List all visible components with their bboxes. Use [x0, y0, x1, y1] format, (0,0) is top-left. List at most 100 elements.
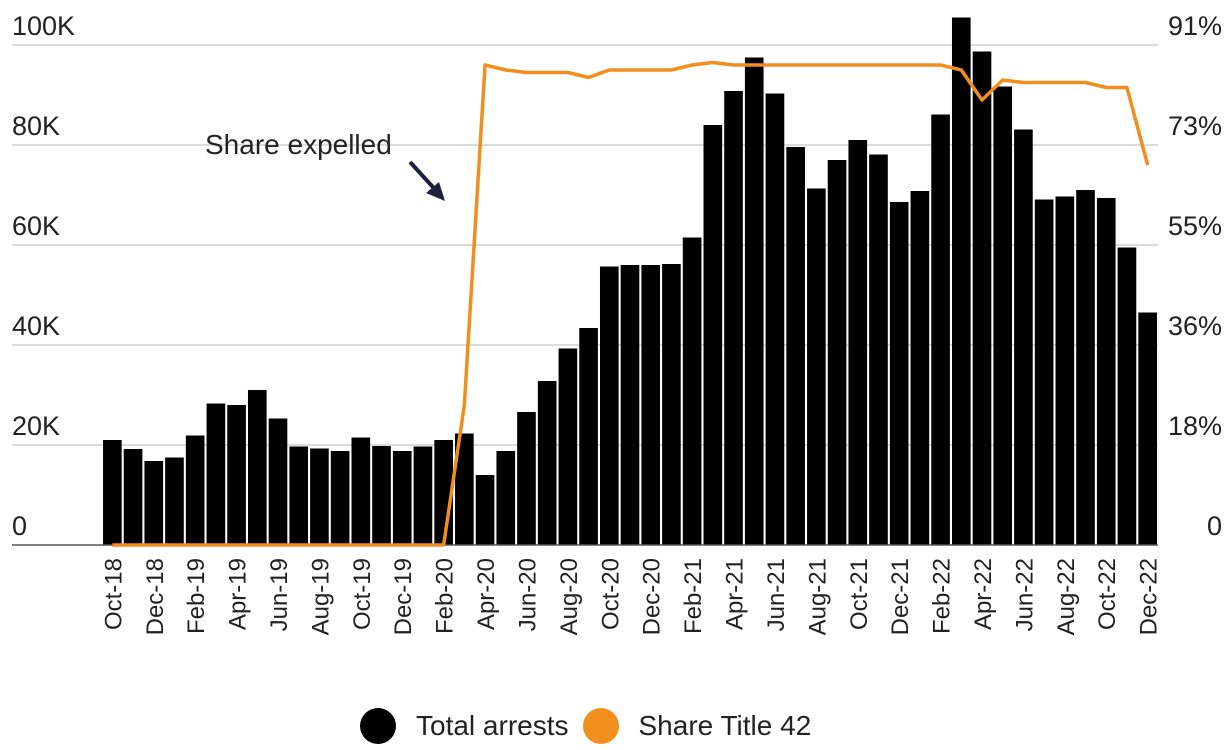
legend: Total arrests Share Title 42 — [360, 704, 825, 748]
bar — [1117, 247, 1137, 545]
y-right-tick-label: 55% — [1168, 211, 1222, 241]
annotation-arrowhead-icon — [426, 182, 445, 201]
bar — [537, 381, 557, 545]
legend-item-share-title42: Share Title 42 — [582, 708, 812, 744]
y-left-tick-label: 60K — [12, 211, 60, 241]
x-tick-label: Dec-19 — [390, 558, 417, 635]
bar — [599, 266, 619, 545]
bar — [620, 265, 640, 545]
legend-label-share-title42: Share Title 42 — [638, 710, 812, 741]
x-tick-label: Aug-22 — [1053, 558, 1080, 635]
y-left-tick-label: 0 — [12, 511, 27, 541]
x-tick-label: Dec-18 — [142, 558, 169, 635]
x-tick-label: Dec-20 — [639, 558, 666, 635]
bar — [123, 449, 143, 545]
bar — [310, 448, 329, 545]
x-tick-label: Apr-22 — [970, 558, 997, 630]
bar — [579, 328, 598, 545]
bar — [1014, 129, 1033, 545]
x-tick-label: Feb-20 — [432, 558, 459, 634]
x-tick-label: Apr-20 — [473, 558, 500, 630]
bar — [662, 264, 681, 545]
bar — [351, 437, 371, 545]
right-y-axis: 0 18% 36% 55% 73% 91% — [1168, 11, 1222, 541]
x-tick-label: Apr-19 — [225, 558, 252, 630]
bar — [1034, 199, 1054, 545]
x-tick-label: Dec-22 — [1136, 558, 1163, 635]
x-tick-label: Dec-21 — [887, 558, 914, 635]
bar — [1096, 198, 1116, 545]
bar — [372, 446, 391, 545]
bar — [848, 140, 868, 545]
annotation-label: Share expelled — [205, 129, 392, 160]
x-axis-tick-labels: Oct-18 Dec-18 Feb-19 Apr-19 Jun-19 Aug-19 Oct-… — [100, 558, 1162, 635]
x-tick-label: Feb-19 — [183, 558, 210, 634]
y-right-tick-label: 0 — [1207, 511, 1222, 541]
bar — [517, 412, 536, 545]
x-tick-label: Oct-21 — [846, 558, 873, 630]
y-left-tick-label: 40K — [12, 311, 60, 341]
bar — [972, 51, 992, 545]
y-left-tick-label: 80K — [12, 111, 60, 141]
bar — [475, 475, 495, 545]
y-right-tick-label: 91% — [1168, 11, 1222, 41]
bar — [165, 457, 184, 545]
y-left-tick-label: 20K — [12, 411, 60, 441]
x-tick-label: Oct-22 — [1094, 558, 1121, 630]
bar — [641, 265, 661, 545]
x-tick-label: Oct-19 — [349, 558, 376, 630]
bar — [1076, 190, 1095, 545]
bar — [1055, 196, 1075, 545]
bar — [889, 202, 909, 545]
bar — [289, 446, 309, 545]
y-left-tick-label: 100K — [12, 11, 75, 41]
bar — [682, 237, 702, 545]
x-tick-label: Jun-20 — [514, 558, 541, 631]
bar — [869, 154, 888, 545]
bar — [206, 403, 226, 545]
bar — [744, 57, 764, 545]
legend-item-total-arrests: Total arrests — [360, 708, 569, 744]
bar — [268, 418, 288, 545]
x-tick-label: Apr-21 — [722, 558, 749, 630]
x-tick-label: Aug-21 — [804, 558, 831, 635]
bar — [330, 451, 350, 545]
legend-swatch-share-title42 — [582, 708, 619, 744]
bar — [724, 91, 743, 545]
left-y-axis: 0 20K 40K 60K 80K 100K — [12, 11, 75, 541]
bar — [455, 433, 474, 545]
bar — [951, 17, 971, 545]
y-right-tick-label: 18% — [1168, 411, 1222, 441]
bar — [786, 147, 805, 545]
bar — [227, 405, 246, 545]
bar — [910, 191, 930, 545]
x-tick-label: Feb-22 — [929, 558, 956, 634]
bar — [144, 461, 164, 545]
y-right-tick-label: 36% — [1168, 311, 1222, 341]
x-tick-label: Aug-19 — [307, 558, 334, 635]
x-tick-label: Jun-19 — [266, 558, 293, 631]
bar — [247, 390, 267, 545]
bar — [993, 86, 1013, 545]
y-right-tick-label: 73% — [1168, 111, 1222, 141]
bar — [827, 160, 847, 545]
bar — [1138, 312, 1157, 545]
x-tick-label: Jun-22 — [1011, 558, 1038, 631]
chart-canvas: 0 20K 40K 60K 80K 100K 0 18% 36% 55% 73% 91% Oct-1… — [12, 11, 1222, 635]
bar — [392, 451, 412, 545]
line-share-title42 — [112, 60, 1150, 547]
bar — [103, 440, 122, 545]
x-tick-label: Feb-21 — [680, 558, 707, 634]
legend-label-total-arrests: Total arrests — [416, 710, 569, 741]
x-tick-label: Oct-20 — [597, 558, 624, 630]
bar — [703, 125, 723, 545]
bar — [765, 93, 785, 545]
annotation: Share expelled — [205, 129, 445, 201]
bar — [496, 451, 516, 545]
x-tick-label: Oct-18 — [100, 558, 127, 630]
bar — [185, 435, 205, 545]
x-tick-label: Jun-21 — [763, 558, 790, 631]
legend-swatch-total-arrests — [360, 708, 396, 744]
bar — [807, 188, 826, 545]
bar — [931, 114, 950, 545]
